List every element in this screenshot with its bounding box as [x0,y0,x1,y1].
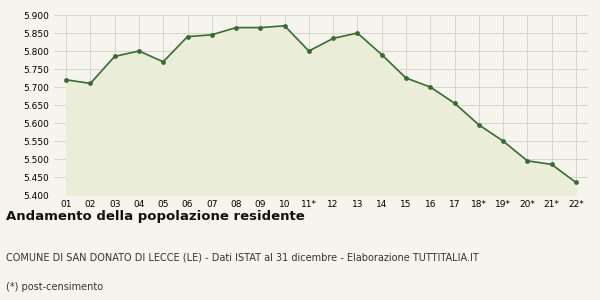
Point [450,101,460,106]
Point [61,77,71,82]
Point [571,180,581,185]
Point [86,81,95,86]
Point [547,162,556,167]
Point [158,59,168,64]
Point [304,49,314,53]
Point [280,23,289,28]
Point [474,122,484,127]
Point [207,32,217,37]
Point [523,158,532,163]
Point [328,36,338,41]
Point [498,139,508,143]
Text: COMUNE DI SAN DONATO DI LECCE (LE) - Dati ISTAT al 31 dicembre - Elaborazione TU: COMUNE DI SAN DONATO DI LECCE (LE) - Dat… [6,252,479,262]
Point [110,54,119,59]
Point [182,34,192,39]
Point [256,25,265,30]
Point [377,52,386,57]
Point [425,85,435,89]
Point [401,76,411,80]
Point [353,31,362,35]
Text: (*) post-censimento: (*) post-censimento [6,282,103,292]
Point [134,49,144,53]
Text: Andamento della popolazione residente: Andamento della popolazione residente [6,210,305,223]
Point [231,25,241,30]
